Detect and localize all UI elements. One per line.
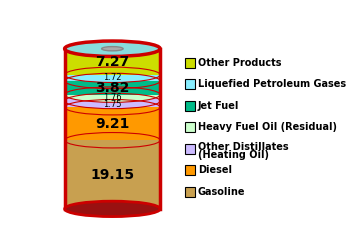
Text: 1.76: 1.76 — [103, 93, 122, 102]
Text: Other Products: Other Products — [198, 57, 281, 68]
Polygon shape — [65, 95, 160, 101]
Ellipse shape — [65, 73, 160, 89]
Ellipse shape — [65, 93, 160, 109]
Text: Jet Fuel: Jet Fuel — [198, 101, 239, 111]
Text: 7.27: 7.27 — [95, 55, 130, 69]
Ellipse shape — [65, 41, 160, 56]
Text: (Heating Oil): (Heating Oil) — [198, 150, 269, 160]
Ellipse shape — [65, 133, 160, 148]
Polygon shape — [65, 107, 160, 140]
Text: 9.21: 9.21 — [95, 117, 130, 131]
FancyBboxPatch shape — [185, 57, 195, 68]
Polygon shape — [65, 81, 160, 95]
Text: Diesel: Diesel — [198, 165, 232, 175]
FancyBboxPatch shape — [185, 101, 195, 111]
Ellipse shape — [102, 47, 123, 51]
Text: 3.82: 3.82 — [95, 81, 130, 95]
FancyBboxPatch shape — [185, 122, 195, 132]
Text: 1.72: 1.72 — [103, 73, 122, 82]
Ellipse shape — [65, 100, 160, 115]
Polygon shape — [65, 75, 160, 81]
FancyBboxPatch shape — [185, 187, 195, 197]
FancyBboxPatch shape — [185, 165, 195, 175]
FancyBboxPatch shape — [185, 79, 195, 89]
Ellipse shape — [65, 201, 160, 216]
Polygon shape — [65, 49, 160, 75]
Text: Liquefied Petroleum Gases (LPG): Liquefied Petroleum Gases (LPG) — [198, 79, 350, 89]
Text: Heavy Fuel Oil (Residual): Heavy Fuel Oil (Residual) — [198, 122, 337, 132]
Polygon shape — [65, 101, 160, 107]
Text: Gasoline: Gasoline — [198, 187, 245, 197]
FancyBboxPatch shape — [185, 144, 195, 154]
Polygon shape — [65, 140, 160, 209]
Text: Other Distillates: Other Distillates — [198, 142, 288, 151]
Ellipse shape — [65, 67, 160, 82]
Ellipse shape — [65, 41, 160, 56]
Ellipse shape — [65, 87, 160, 102]
Text: 19.15: 19.15 — [90, 168, 134, 181]
Text: 1.75: 1.75 — [103, 100, 122, 109]
